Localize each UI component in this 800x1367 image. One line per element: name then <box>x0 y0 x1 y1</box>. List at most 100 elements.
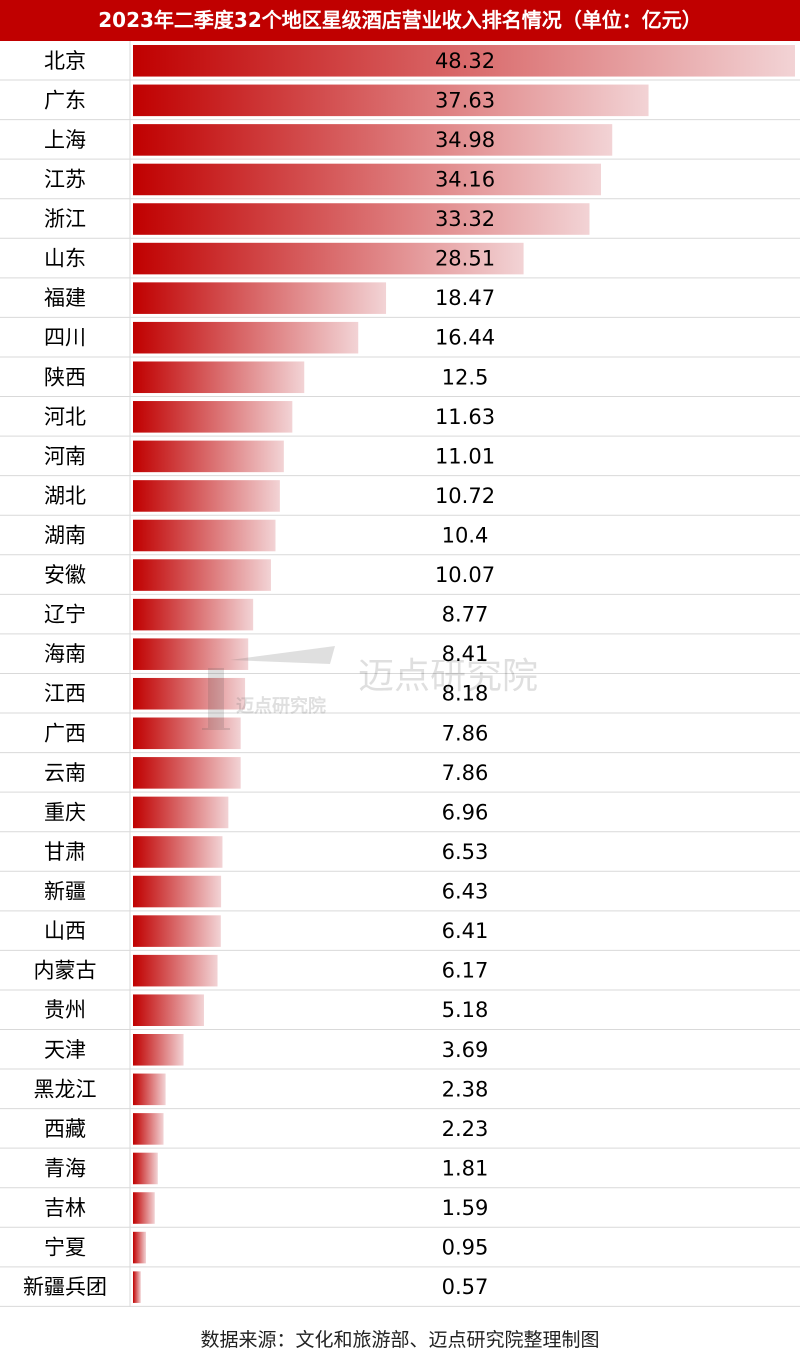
value-label: 6.41 <box>442 919 489 943</box>
bar <box>133 875 222 908</box>
value-label: 5.18 <box>442 998 489 1022</box>
bar-row: 江西 8.18 <box>0 673 800 714</box>
category-label: 湖北 <box>44 484 86 508</box>
category-label: 云南 <box>44 761 86 785</box>
value-label: 7.86 <box>442 761 489 785</box>
value-label: 2.23 <box>442 1117 489 1141</box>
category-label: 安徽 <box>44 563 86 587</box>
category-label: 青海 <box>44 1156 86 1180</box>
category-label: 吉林 <box>44 1196 86 1220</box>
category-label: 浙江 <box>44 207 86 231</box>
category-label: 江苏 <box>44 167 86 191</box>
bar-row: 安徽 10.07 <box>0 555 800 595</box>
bar <box>133 242 524 275</box>
category-label: 湖南 <box>44 524 86 548</box>
category-label: 宁夏 <box>44 1236 86 1260</box>
category-label: 新疆 <box>44 880 86 904</box>
bar-row: 黑龙江 2.38 <box>0 1069 800 1110</box>
category-label: 四川 <box>44 326 86 350</box>
bar-row: 山西 6.41 <box>0 911 800 951</box>
category-label: 河北 <box>44 405 86 429</box>
category-label: 陕西 <box>44 365 86 389</box>
value-label: 2.38 <box>442 1077 489 1101</box>
bar-row: 吉林 1.59 <box>0 1188 800 1228</box>
bar-row: 辽宁 8.77 <box>0 594 800 635</box>
bar <box>133 480 280 512</box>
value-label: 18.47 <box>435 286 495 310</box>
bar-row: 新疆兵团 0.57 <box>0 1267 800 1307</box>
bar-chart: 北京 48.32 广东 37.63 上海 34.98 江苏 34.16 浙江 33.32 山东 28.… <box>0 41 800 1307</box>
category-label: 山西 <box>44 919 86 943</box>
bar-row: 陕西 12.5 <box>0 357 800 398</box>
value-label: 0.57 <box>442 1275 489 1299</box>
value-label: 28.51 <box>435 247 495 271</box>
value-label: 6.17 <box>442 959 489 983</box>
bar <box>133 796 229 829</box>
category-label: 新疆兵团 <box>23 1275 107 1299</box>
bar <box>133 1231 147 1264</box>
bar-row: 重庆 6.96 <box>0 792 800 833</box>
value-label: 10.4 <box>442 524 489 548</box>
bar-row: 天津 3.69 <box>0 1030 800 1070</box>
bar-row: 贵州 5.18 <box>0 990 800 1030</box>
bar <box>133 282 387 314</box>
bar <box>133 1192 155 1224</box>
value-label: 3.69 <box>442 1038 489 1062</box>
bar <box>133 559 271 591</box>
category-label: 黑龙江 <box>34 1077 97 1101</box>
value-label: 10.07 <box>435 563 495 587</box>
value-label: 8.41 <box>442 642 489 666</box>
value-label: 16.44 <box>435 326 495 350</box>
value-label: 11.63 <box>435 405 495 429</box>
value-label: 6.96 <box>442 800 489 824</box>
bar <box>133 1034 184 1066</box>
bar <box>133 440 284 473</box>
bar <box>133 677 246 710</box>
bar-row: 江苏 34.16 <box>0 159 800 200</box>
value-label: 8.18 <box>442 682 489 706</box>
bar-row: 青海 1.81 <box>0 1148 800 1189</box>
bar <box>133 519 276 552</box>
bar <box>133 84 649 117</box>
category-label: 西藏 <box>44 1117 86 1141</box>
value-label: 34.16 <box>435 167 495 191</box>
bar-row: 广西 7.86 <box>0 713 800 754</box>
source-note: 数据来源：文化和旅游部、迈点研究院整理制图 <box>200 1329 600 1351</box>
category-label: 重庆 <box>44 800 86 824</box>
bar <box>133 994 204 1026</box>
bar-row: 湖北 10.72 <box>0 476 800 516</box>
chart-title: 2023年二季度32个地区星级酒店营业收入排名情况（单位：亿元） <box>0 0 800 41</box>
bar-row: 广东 37.63 <box>0 80 800 121</box>
bar-row: 山东 28.51 <box>0 238 800 279</box>
value-label: 12.5 <box>442 365 489 389</box>
category-label: 广东 <box>44 88 86 112</box>
bar-row: 内蒙古 6.17 <box>0 950 800 991</box>
bar <box>133 401 293 433</box>
value-label: 8.77 <box>442 603 489 627</box>
bar-row: 四川 16.44 <box>0 317 800 358</box>
bar <box>133 757 241 789</box>
category-label: 北京 <box>44 49 86 73</box>
value-label: 11.01 <box>435 444 495 468</box>
bar <box>133 954 218 987</box>
category-label: 江西 <box>44 682 86 706</box>
bar <box>133 717 241 750</box>
bar <box>133 361 305 394</box>
category-label: 贵州 <box>44 998 86 1022</box>
bar-row: 福建 18.47 <box>0 278 800 318</box>
bar-row: 新疆 6.43 <box>0 871 800 912</box>
bar-row: 甘肃 6.53 <box>0 832 800 872</box>
category-label: 天津 <box>44 1038 86 1062</box>
bar-row: 西藏 2.23 <box>0 1109 800 1149</box>
bar-row: 宁夏 0.95 <box>0 1227 800 1268</box>
category-label: 辽宁 <box>44 603 86 627</box>
bar-row: 河南 11.01 <box>0 436 800 477</box>
value-label: 6.53 <box>442 840 489 864</box>
value-label: 48.32 <box>435 49 495 73</box>
bar <box>133 915 221 947</box>
value-label: 7.86 <box>442 721 489 745</box>
category-label: 福建 <box>44 286 86 310</box>
bar-row: 云南 7.86 <box>0 753 800 793</box>
category-label: 上海 <box>44 128 86 152</box>
bar-row: 上海 34.98 <box>0 120 800 160</box>
